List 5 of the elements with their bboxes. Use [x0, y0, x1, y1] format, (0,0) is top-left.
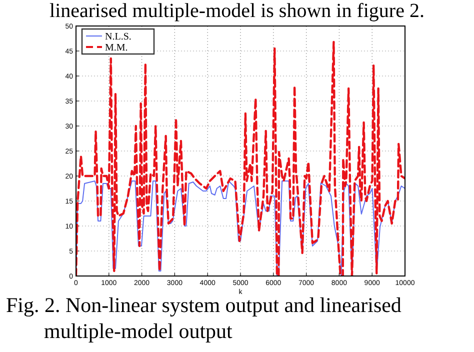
caption: Fig. 2. Non-linear system output and linearised multiple-model output [6, 293, 402, 343]
legend-label: N.L.S. [105, 32, 132, 42]
line-series [76, 40, 405, 276]
legend-label: M.M. [105, 42, 128, 54]
text: linearised multiple-model is shown in figure 2. [50, 0, 424, 22]
